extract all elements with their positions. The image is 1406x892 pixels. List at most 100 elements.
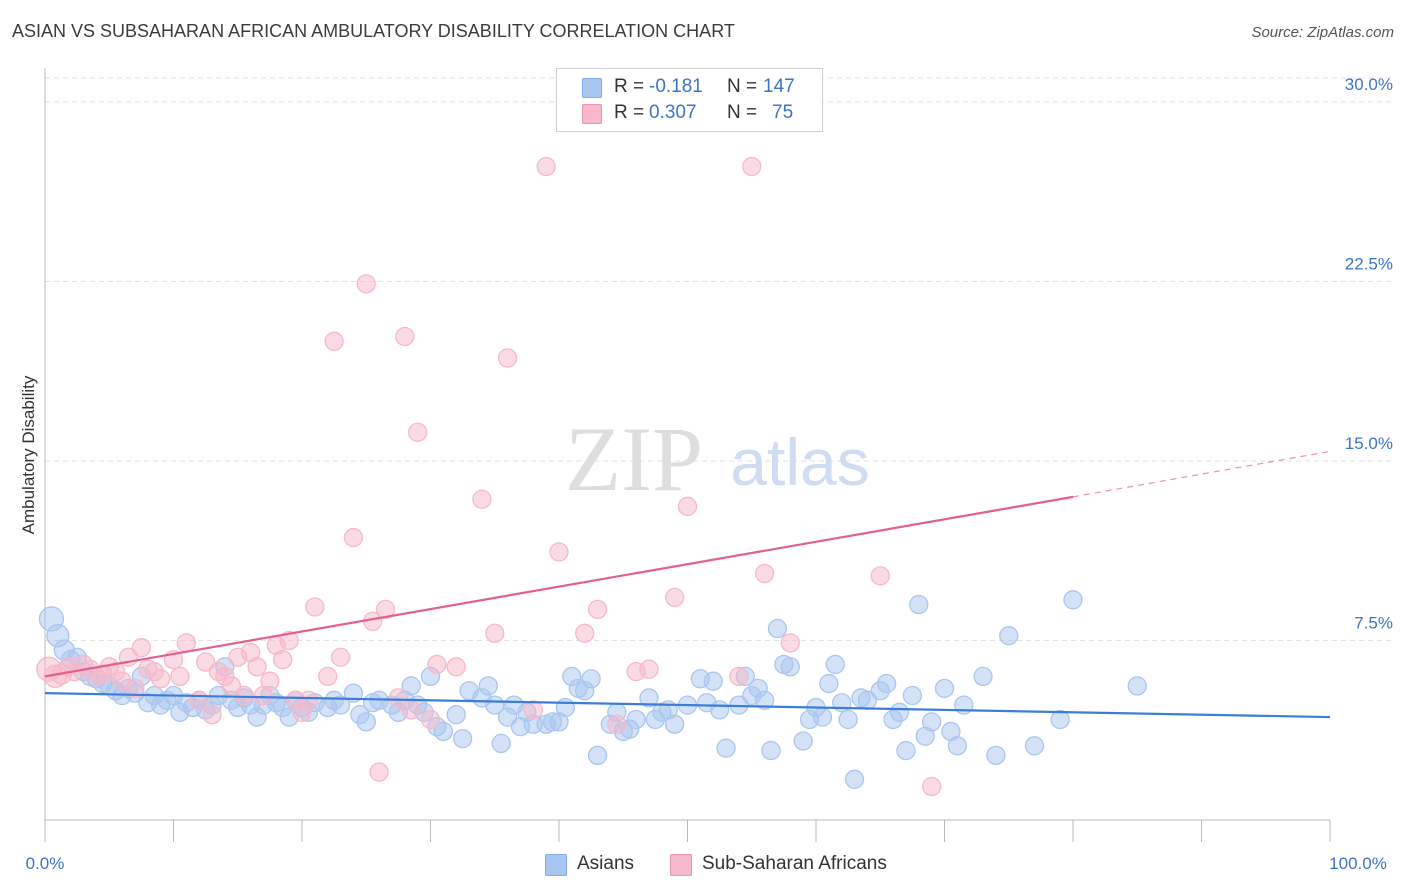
asians-point bbox=[947, 736, 967, 756]
asians-point bbox=[446, 705, 466, 725]
correlation-legend: R = -0.181 N = 147 R = 0.307 N = 75 bbox=[556, 68, 823, 132]
subsaharan-point bbox=[388, 688, 409, 708]
subsaharan-point bbox=[150, 669, 171, 689]
asians-point bbox=[343, 683, 364, 703]
subsaharan-point bbox=[639, 659, 659, 679]
watermark: ZIP atlas bbox=[565, 408, 870, 510]
axes bbox=[44, 68, 1331, 842]
subsaharan-point bbox=[485, 623, 505, 643]
subsaharan-point bbox=[665, 587, 685, 608]
x-tick-label: 0.0% bbox=[26, 854, 65, 873]
subsaharan-point bbox=[587, 599, 608, 620]
subsaharan-point bbox=[330, 647, 351, 667]
asians-point bbox=[639, 688, 659, 708]
asians-point bbox=[986, 745, 1006, 766]
asians-point bbox=[754, 690, 775, 710]
subsaharan-point bbox=[420, 709, 441, 730]
asians-point bbox=[401, 676, 421, 696]
r-value: 0.307 bbox=[649, 102, 697, 123]
legend-row-subsaharan: R = 0.307 N = 75 bbox=[582, 102, 793, 126]
n-value: 147 bbox=[763, 76, 795, 97]
subsaharan-point bbox=[369, 762, 389, 782]
subsaharan-point bbox=[870, 566, 890, 586]
tick-labels: 7.5% 15.0% 22.5% 30.0% 0.0% 100.0% bbox=[26, 75, 1393, 873]
trend-lines bbox=[44, 450, 1331, 719]
r-label: R = bbox=[614, 102, 645, 123]
y-tick-label: 15.0% bbox=[1345, 434, 1393, 453]
asians-point bbox=[793, 731, 813, 751]
subsaharan-point bbox=[575, 623, 595, 643]
y-tick-label: 30.0% bbox=[1345, 75, 1393, 94]
n-value: 75 bbox=[772, 102, 794, 123]
subsaharan-point bbox=[343, 527, 364, 548]
gridlines bbox=[45, 77, 1392, 641]
subsaharan-point bbox=[395, 326, 415, 347]
asians-point bbox=[838, 709, 858, 730]
asians-point bbox=[844, 769, 865, 789]
subsaharan-point bbox=[131, 638, 152, 658]
subsaharan-point bbox=[324, 331, 344, 351]
subsaharan-point bbox=[607, 714, 627, 734]
asians-point bbox=[934, 678, 955, 699]
subsaharan-point bbox=[401, 700, 421, 720]
asians-point bbox=[478, 676, 498, 696]
asians-point bbox=[761, 740, 781, 761]
asians-point bbox=[1024, 736, 1045, 756]
asians-legend-label: Asians bbox=[577, 853, 635, 874]
r-value: -0.181 bbox=[649, 76, 703, 97]
subsaharan-point bbox=[221, 676, 241, 696]
asians-legend-swatch bbox=[545, 854, 567, 876]
subsaharan-point bbox=[125, 678, 145, 699]
subsaharan-point bbox=[202, 705, 222, 725]
watermark-zip: ZIP bbox=[565, 408, 703, 510]
chart-title: ASIAN VS SUBSAHARAN AFRICAN AMBULATORY D… bbox=[12, 21, 735, 41]
subsaharan-point bbox=[260, 671, 280, 691]
subsaharan-point bbox=[176, 633, 197, 653]
subsaharan-point bbox=[234, 685, 254, 706]
asians-point bbox=[896, 740, 916, 761]
source-credit: Source: ZipAtlas.com bbox=[1251, 24, 1394, 41]
x-tick-label: 100.0% bbox=[1329, 854, 1387, 873]
asians-point bbox=[330, 695, 351, 715]
asians-point bbox=[999, 626, 1019, 646]
subsaharan-point bbox=[780, 633, 800, 653]
subsaharan-point bbox=[273, 649, 293, 670]
asians-point bbox=[703, 671, 723, 691]
asians-point bbox=[889, 702, 910, 722]
subsaharan-legend-label: Sub-Saharan Africans bbox=[702, 853, 887, 874]
asians-trend-line bbox=[44, 692, 1331, 719]
subsaharan-point bbox=[375, 599, 396, 620]
subsaharan-trend-line bbox=[44, 495, 1074, 678]
watermark-atlas: atlas bbox=[730, 425, 869, 499]
asians-point bbox=[491, 733, 511, 754]
y-tick-label: 22.5% bbox=[1345, 254, 1393, 273]
asians-point bbox=[356, 712, 376, 732]
subsaharan-swatch bbox=[582, 104, 602, 124]
asians-point bbox=[626, 709, 646, 730]
asians-point bbox=[665, 714, 685, 734]
legend-row-asians: R = -0.181 N = 147 bbox=[582, 76, 795, 100]
asians-point bbox=[1063, 590, 1083, 610]
r-label: R = bbox=[614, 76, 645, 97]
asians-point bbox=[1127, 676, 1147, 696]
asians-point bbox=[973, 666, 993, 687]
subsaharan-point bbox=[754, 563, 775, 584]
subsaharan-point bbox=[247, 657, 267, 677]
asians-point bbox=[877, 673, 897, 694]
subsaharan-point bbox=[170, 666, 190, 687]
n-label: N = bbox=[727, 76, 758, 97]
subsaharan-point bbox=[298, 690, 319, 710]
subsaharan-trend-extension bbox=[1072, 450, 1331, 498]
asians-point bbox=[452, 728, 473, 749]
subsaharan-point bbox=[356, 274, 376, 294]
asians-point bbox=[909, 594, 929, 615]
asians-point bbox=[825, 654, 845, 675]
asians-point bbox=[716, 738, 736, 758]
subsaharan-point bbox=[523, 700, 543, 720]
subsaharan-point bbox=[195, 652, 216, 672]
asians-swatch bbox=[582, 78, 602, 98]
subsaharan-point bbox=[279, 630, 299, 651]
asians-point bbox=[780, 657, 800, 677]
asians-point bbox=[1050, 709, 1070, 730]
